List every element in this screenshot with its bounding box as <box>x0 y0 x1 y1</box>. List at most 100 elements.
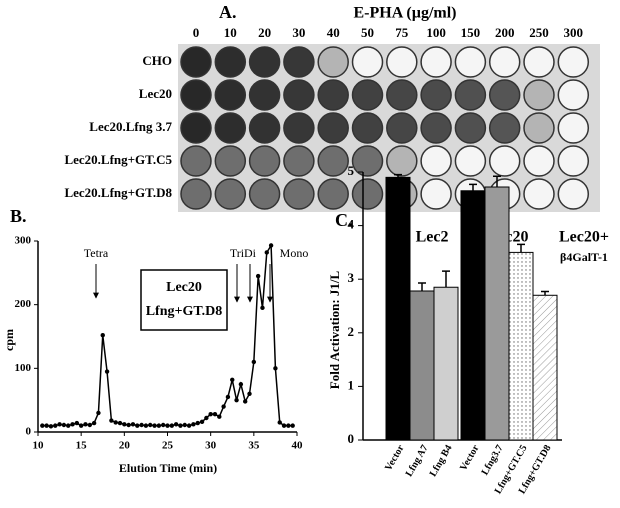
data-point <box>212 411 218 417</box>
data-point <box>247 391 252 396</box>
y-tick-label: 3 <box>348 270 355 285</box>
data-point <box>78 423 84 428</box>
well <box>488 112 521 144</box>
data-point <box>173 422 179 427</box>
bar <box>385 176 411 441</box>
column-label: 150 <box>461 25 481 40</box>
data-point <box>122 422 127 427</box>
bar <box>460 190 486 441</box>
y-tick-label: 5 <box>348 163 355 178</box>
row-label: CHO <box>142 53 172 68</box>
data-point <box>160 422 166 428</box>
data-point <box>83 422 88 427</box>
x-tick-label: 35 <box>248 440 260 452</box>
data-point <box>178 423 183 428</box>
column-label: 40 <box>327 25 340 40</box>
well <box>180 178 212 210</box>
column-label: 100 <box>426 25 446 40</box>
data-point <box>273 366 278 371</box>
column-label: 200 <box>495 25 515 40</box>
x-tick-label: Lfng3.7 <box>480 443 506 477</box>
data-point <box>152 423 157 428</box>
data-point <box>195 420 200 426</box>
data-point <box>100 333 105 338</box>
column-label: 30 <box>292 25 305 40</box>
panel-letter: A. <box>219 2 237 22</box>
group-label: β4GalT-1 <box>560 250 608 264</box>
data-point <box>57 422 62 427</box>
well <box>180 79 212 111</box>
well <box>283 145 315 177</box>
data-point <box>230 377 235 382</box>
x-tick-label: 30 <box>205 440 217 452</box>
column-label: 20 <box>258 25 271 40</box>
x-tick-label: 40 <box>292 440 304 452</box>
annotation: Mono <box>280 246 309 260</box>
data-point <box>96 410 101 416</box>
error-bar <box>541 290 549 296</box>
bar <box>433 286 459 441</box>
x-tick-label: Vector <box>458 443 482 473</box>
data-point <box>66 423 71 428</box>
well <box>454 79 487 111</box>
data-point <box>156 423 162 428</box>
well <box>523 178 555 210</box>
data-point <box>268 243 274 248</box>
data-point <box>169 423 175 428</box>
error-bar <box>469 183 477 191</box>
data-point <box>281 423 287 428</box>
panel-letter: B. <box>10 206 27 226</box>
data-point <box>104 369 110 374</box>
data-point <box>143 423 149 428</box>
data-point <box>225 394 231 400</box>
column-label: 75 <box>395 25 409 40</box>
well <box>557 112 590 144</box>
well <box>180 112 212 144</box>
well <box>488 145 521 177</box>
annotation: Tetra <box>84 246 109 260</box>
well <box>454 112 487 144</box>
data-point <box>61 422 67 428</box>
y-tick-label: 200 <box>15 298 32 310</box>
y-axis-label: cpm <box>2 329 16 351</box>
error-bar <box>517 243 525 253</box>
well <box>248 178 281 210</box>
well <box>386 79 418 111</box>
data-point <box>199 419 205 425</box>
well <box>180 145 212 177</box>
column-label: 50 <box>361 25 374 40</box>
well <box>386 46 418 78</box>
well <box>317 145 349 177</box>
data-point <box>40 423 45 428</box>
well <box>386 112 418 144</box>
well <box>214 46 247 78</box>
well <box>557 46 590 78</box>
x-axis-label: Elution Time (min) <box>119 461 217 475</box>
well <box>523 145 555 177</box>
well <box>248 79 281 111</box>
y-tick-label: 300 <box>15 235 32 247</box>
data-point <box>204 415 209 421</box>
data-point <box>139 422 144 428</box>
data-point <box>243 399 248 404</box>
row-label: Lec20.Lfng 3.7 <box>89 119 172 134</box>
well <box>351 145 384 177</box>
well <box>180 46 212 78</box>
column-label: 250 <box>529 25 549 40</box>
annotation: Tri <box>230 246 245 260</box>
data-point <box>208 411 213 417</box>
well <box>214 79 247 111</box>
well <box>557 79 590 111</box>
group-label: Lec2 <box>416 229 449 246</box>
well <box>351 79 384 111</box>
well <box>523 79 555 111</box>
well <box>248 112 281 144</box>
error-bar <box>442 270 450 288</box>
data-point <box>48 424 54 429</box>
y-tick-label: 0 <box>26 426 32 438</box>
x-tick-label: 20 <box>119 440 131 452</box>
data-point <box>290 423 295 428</box>
data-point <box>234 397 239 403</box>
y-tick-label: 2 <box>348 324 355 339</box>
